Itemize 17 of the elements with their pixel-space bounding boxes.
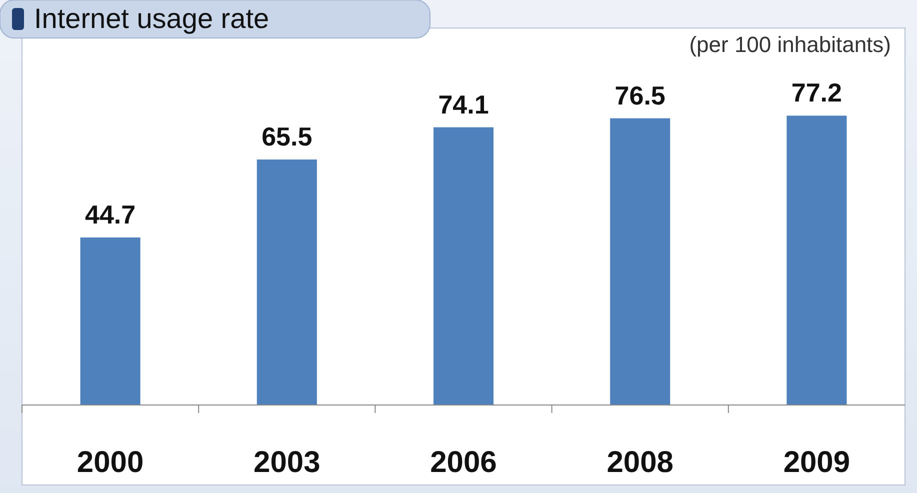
chart-subtitle: (per 100 inhabitants) [689,32,891,57]
data-label: 44.7 [84,199,136,230]
chart-title: Internet usage rate [34,3,270,34]
data-label: 74.1 [438,89,489,120]
data-label: 65.5 [262,122,312,152]
bar [610,118,670,405]
x-tick-label: 2003 [254,446,320,479]
bar [786,116,847,405]
data-label: 76.5 [614,80,666,110]
x-tick-label: 2008 [606,446,674,479]
x-tick-label: 2009 [783,446,850,479]
bar [433,127,494,405]
data-label: 77.2 [791,78,842,108]
x-tick-label: 2000 [76,446,144,479]
x-tick-label: 2006 [430,446,497,479]
bar [256,160,317,405]
bar [80,237,140,405]
